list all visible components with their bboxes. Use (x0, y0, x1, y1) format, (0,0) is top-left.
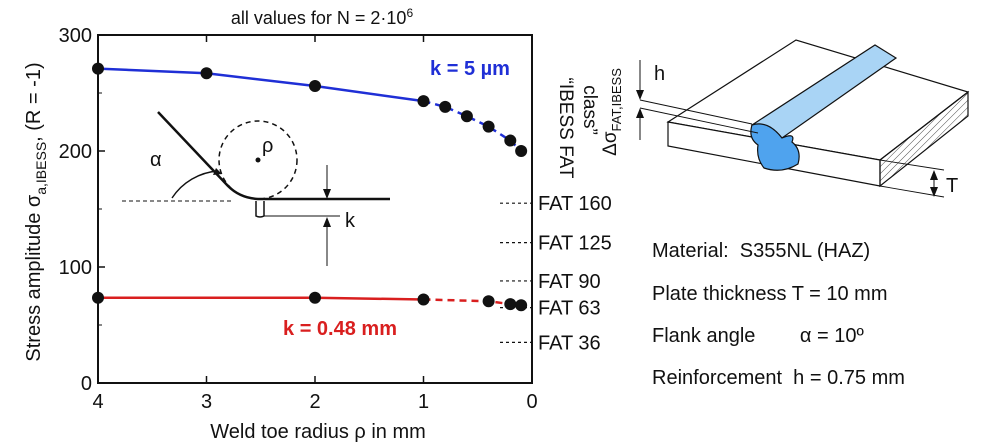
fat-class-label: FAT 36 (538, 332, 601, 354)
notch-groove (255, 201, 265, 218)
series-layer: k = 5 µm k = 0.48 mm (92, 58, 528, 340)
flank-angle-text: Flank angle α = 10º (652, 325, 864, 347)
y-tick-label: 300 (59, 25, 92, 47)
t-arrowhead-top (930, 170, 938, 180)
chart-title: all values for N = 2·106 (231, 6, 414, 28)
data-point (439, 100, 452, 113)
h-extension-1 (639, 99, 753, 125)
y-tick-label: 200 (59, 141, 92, 163)
data-point (309, 291, 321, 304)
radius-center-dot (255, 157, 261, 163)
rho-label: ρ (262, 135, 273, 157)
weld-toe-inset: α ρ k (122, 111, 390, 266)
fat-axis-title-line2: class” (579, 85, 600, 135)
y-axis-label: Stress amplitude σa,IBESS, (R = -1) (23, 62, 49, 361)
reinforcement-text: Reinforcement h = 0.75 mm (652, 367, 905, 389)
series-line-dashed (423, 298, 522, 307)
h-extension-2 (639, 107, 759, 134)
weld-cross-section (750, 123, 800, 171)
k-label: k (345, 210, 356, 232)
x-tick-label: 4 (92, 391, 103, 413)
data-point (504, 298, 517, 311)
data-point (92, 291, 104, 304)
fat-class-label: FAT 90 (538, 271, 601, 293)
t-label: T (946, 175, 958, 197)
data-point (200, 67, 213, 80)
weld-flank-line (157, 111, 390, 201)
data-point (504, 134, 517, 147)
y-tick-label: 100 (59, 257, 92, 279)
t-extension-1 (879, 159, 945, 171)
notch-radius-circle (218, 120, 298, 200)
x-tick-label: 3 (201, 391, 212, 413)
x-axis-label: Weld toe radius ρ in mm (210, 421, 426, 443)
weld-specimen-schematic: h T ΔσFAT,IBESS (600, 39, 970, 198)
h-arrowhead-bottom (636, 108, 644, 118)
data-point (309, 80, 321, 93)
fat-class-label: FAT 63 (538, 298, 601, 320)
series-label: k = 5 µm (430, 58, 510, 80)
fat-class-label: FAT 160 (538, 193, 612, 215)
fat-axis-title-line1: “IBESS FAT (555, 77, 576, 178)
t-arrowhead-bottom (930, 187, 938, 197)
x-tick-label: 2 (309, 391, 320, 413)
data-point (515, 299, 528, 312)
alpha-label: α (150, 149, 162, 171)
plate-cut-face (879, 90, 969, 188)
series-line-solid (98, 296, 424, 301)
h-label: h (654, 63, 665, 85)
fat-class-markers: FAT 160 FAT 125 FAT 90 FAT 63 FAT 36 (500, 193, 612, 354)
fat-class-label: FAT 125 (538, 233, 612, 255)
alpha-arrowhead (213, 168, 222, 175)
series-line-solid (97, 67, 424, 103)
x-tick-label: 0 (526, 391, 537, 413)
series-label: k = 0.48 mm (283, 318, 397, 340)
data-point (92, 62, 104, 75)
data-point (460, 110, 473, 123)
k-top-arrowhead (323, 189, 331, 199)
alpha-arc (171, 170, 219, 199)
data-point (417, 95, 430, 108)
k-bottom-arrowhead (323, 217, 331, 227)
y-tick-label: 0 (81, 373, 92, 395)
material-text: Material: S355NL (HAZ) (652, 240, 871, 262)
h-arrowhead-top (636, 90, 644, 100)
data-point (482, 120, 495, 133)
data-point (417, 293, 430, 306)
data-point (482, 295, 495, 308)
plate-thickness-text: Plate thickness T = 10 mm (652, 283, 888, 305)
data-point (515, 145, 528, 157)
x-tick-label: 1 (418, 391, 429, 413)
delta-sigma-label: ΔσFAT,IBESS (600, 68, 624, 156)
fat-axis-title: “IBESS FAT class” (555, 77, 600, 178)
